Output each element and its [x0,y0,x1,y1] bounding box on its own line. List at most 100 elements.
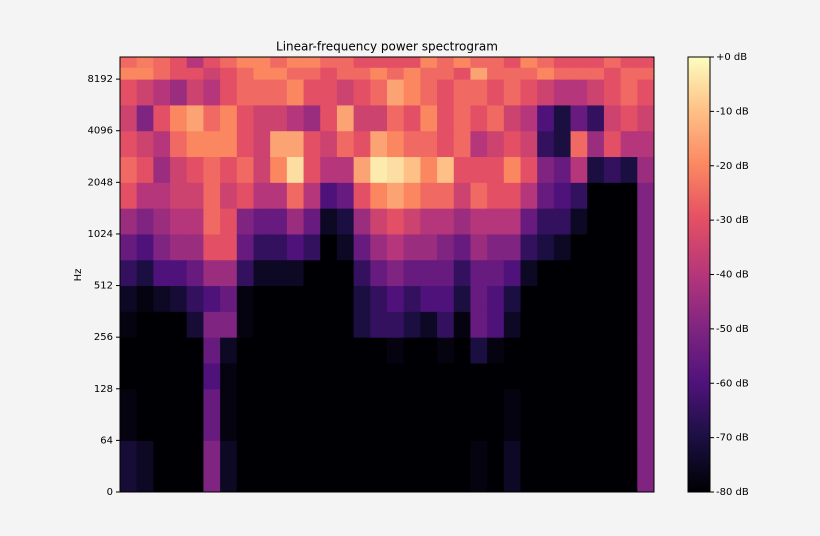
cell [120,285,138,312]
cell [120,259,138,287]
cell [537,362,555,390]
cell [403,233,421,261]
cell [570,67,588,80]
cell [286,233,305,261]
cell [120,208,138,235]
cell [136,285,154,312]
colorbar-tick-label: -50 dB [716,324,749,335]
cell [153,285,171,312]
cell [203,285,221,312]
cell [253,156,271,183]
cell [203,337,221,364]
cell [420,57,438,68]
cell [286,259,305,287]
cell [387,130,405,158]
cell [236,67,254,80]
cell [170,440,188,493]
cell [437,440,455,493]
colorbar-tick-label: -30 dB [716,215,749,226]
cell [503,388,521,441]
cell [553,156,572,183]
cell [286,182,305,209]
cell [487,337,505,364]
cell [620,208,638,235]
cell [503,362,521,390]
cell [570,79,588,106]
cell [603,67,622,80]
cell [236,208,254,235]
cell [320,130,338,158]
cell [270,388,288,441]
cell [620,440,638,493]
cell [470,362,488,390]
cell [203,311,221,338]
cell [603,337,622,364]
cell [170,233,188,261]
cell [303,57,321,68]
cell [170,104,188,132]
cell [637,208,655,235]
cell [437,104,455,132]
cell [320,362,338,390]
cell [186,57,204,68]
cell [303,182,321,209]
cell [336,362,355,390]
cell [587,208,605,235]
cell [303,104,321,132]
cell [153,362,171,390]
cell [220,337,238,364]
cell [203,67,221,80]
cell [453,259,471,287]
cell [453,285,471,312]
cell [420,156,438,183]
y-tick-label: 0 [107,487,113,498]
cell [570,104,588,132]
cell [603,388,622,441]
cell [253,388,271,441]
cell [553,285,572,312]
cell [220,362,238,390]
cell [387,440,405,493]
cell [370,337,388,364]
cell [587,104,605,132]
cell [603,208,622,235]
cell [270,440,288,493]
cell [603,156,622,183]
cell [553,57,572,68]
cell [270,104,288,132]
cell [320,337,338,364]
cell [570,208,588,235]
cell [603,233,622,261]
cell [537,104,555,132]
cell [570,182,588,209]
cell [236,233,254,261]
cell [320,233,338,261]
chart-title: Linear-frequency power spectrogram [276,40,498,54]
cell [620,67,638,80]
cell [587,440,605,493]
cell [236,440,254,493]
cell [487,259,505,287]
cell [420,362,438,390]
cell [253,57,271,68]
cell [320,259,338,287]
cell [186,311,204,338]
cell [236,285,254,312]
cell [120,182,138,209]
cell [136,104,154,132]
cell [136,156,154,183]
cell [120,362,138,390]
cell [587,311,605,338]
cell [303,130,321,158]
cell [336,104,355,132]
cell [570,130,588,158]
cell [487,362,505,390]
cell [253,362,271,390]
cell [403,182,421,209]
cell [553,79,572,106]
cell [203,130,221,158]
cell [353,130,371,158]
cell [253,130,271,158]
cell [403,156,421,183]
